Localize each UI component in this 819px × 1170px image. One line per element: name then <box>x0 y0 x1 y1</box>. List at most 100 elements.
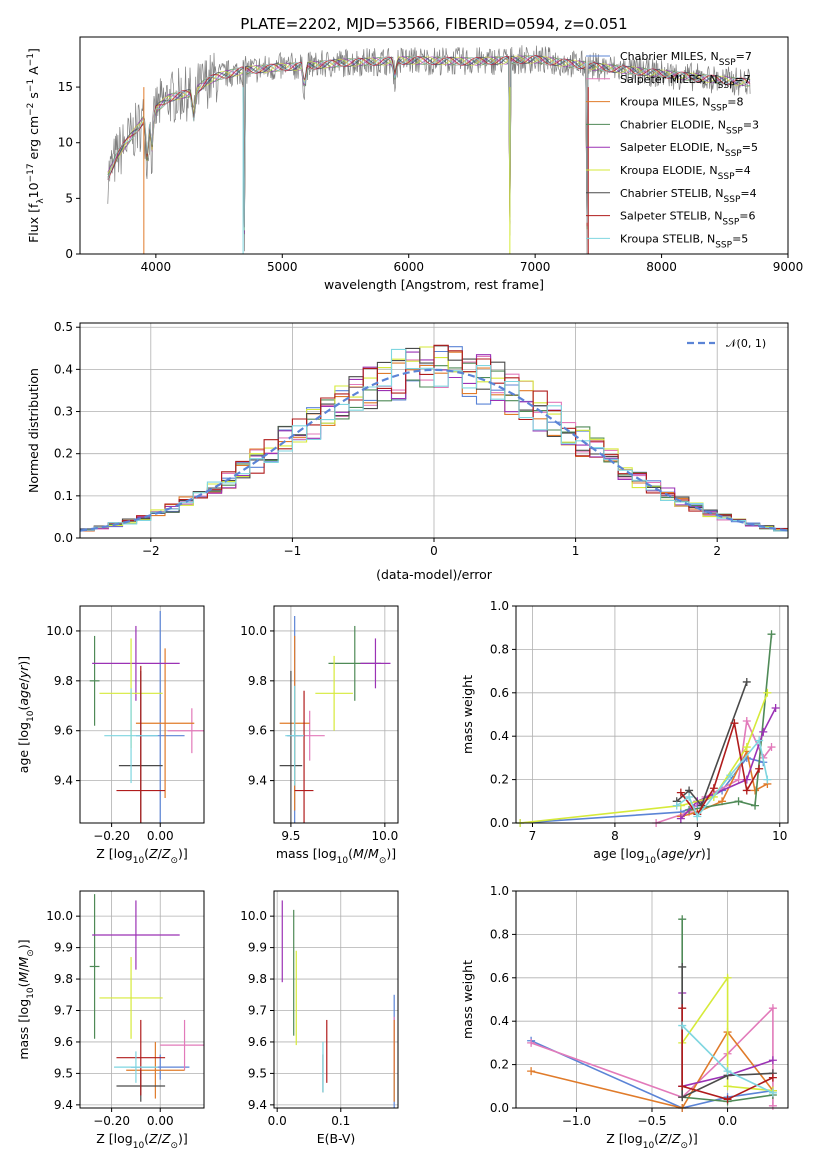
y-tick-label: 9.9 <box>54 941 73 955</box>
x-tick-label: 0.00 <box>147 1114 174 1128</box>
axes-frame <box>79 322 789 539</box>
y-tick-label: 9.9 <box>248 941 267 955</box>
y-tick-label: 10.0 <box>240 909 267 923</box>
y-tick-label: 9.6 <box>54 1035 73 1049</box>
figure-title: PLATE=2202, MJD=53566, FIBERID=0594, z=0… <box>240 15 627 33</box>
x-axis-label: mass [log10(M/M⊙)] <box>276 846 396 866</box>
weight-marker <box>767 743 776 752</box>
x-tick-label: 8000 <box>646 260 677 274</box>
weight-line <box>530 1039 774 1108</box>
axes-frame <box>79 36 789 255</box>
weight-marker <box>676 814 685 823</box>
y-tick-label: 0.4 <box>490 729 509 743</box>
weight-marker <box>527 1067 536 1076</box>
weight-marker <box>742 717 751 726</box>
x-tick-label: −2 <box>142 544 160 558</box>
weight-marker <box>685 792 694 801</box>
y-tick-label: 9.4 <box>54 774 73 788</box>
weight-marker <box>726 771 735 780</box>
y-tick-label: 0.2 <box>490 773 509 787</box>
y-axis-label: mass weight <box>460 960 475 1039</box>
legend-entry: Chabrier STELIB, NSSP=4 <box>620 187 757 205</box>
weight-line <box>676 738 769 819</box>
x-axis-label: Z [log10(Z/Z⊙)] <box>606 1131 698 1151</box>
y-tick-label: 10.0 <box>240 624 267 638</box>
x-tick-label: 9000 <box>773 260 804 274</box>
y-axis-label: mass [log10(M/M⊙)] <box>16 939 36 1059</box>
y-tick-label: 1.0 <box>490 884 509 898</box>
x-axis-label: (data-model)/error <box>376 567 493 582</box>
y-tick-label: 9.7 <box>54 1004 73 1018</box>
spectrum-model-line <box>107 55 751 234</box>
y-tick-label: 9.6 <box>248 724 267 738</box>
weight-marker <box>751 801 760 810</box>
weight-marker <box>755 736 764 745</box>
weight-marker <box>678 1093 687 1102</box>
x-tick-label: 5000 <box>267 260 298 274</box>
y-tick-label: 9.5 <box>248 1066 267 1080</box>
x-tick-label: −0.20 <box>93 1114 130 1128</box>
weight-vs-age-panel: 7 8 9 10 0.0 0.2 0.4 0.6 0.8 1.0 age [log10(age/yr… <box>460 599 789 866</box>
y-tick-label: 0 <box>65 247 73 261</box>
grid-lines <box>274 606 398 823</box>
weight-marker <box>768 1004 777 1013</box>
weight-marker <box>678 962 687 971</box>
axes-frame <box>79 890 205 1109</box>
grid-lines <box>274 891 398 1108</box>
y-tick-label: 10.0 <box>46 624 73 638</box>
weight-marker <box>763 688 772 697</box>
x-axis-label: wavelength [Angstrom, rest frame] <box>324 277 544 292</box>
y-axis-label: mass weight <box>460 675 475 754</box>
y-tick-label: 9.8 <box>54 674 73 688</box>
x-tick-label: 9.5 <box>281 829 300 843</box>
x-tick-label: 4000 <box>141 260 172 274</box>
axes-frame <box>273 890 399 1109</box>
y-tick-label: 10.0 <box>46 909 73 923</box>
weight-marker <box>678 915 687 924</box>
axes-frame <box>515 890 789 1109</box>
y-tick-label: 0.6 <box>490 686 509 700</box>
weight-marker <box>763 775 772 784</box>
age-vs-Z-panel: −0.20 0.00 9.4 9.6 9.8 10.0 Z [log10(Z/Z⊙)] age… <box>16 605 205 866</box>
weight-line <box>676 681 748 808</box>
age-vs-mass-panel: 9.5 10.0 9.4 9.6 9.8 10.0 mass [log10(M/M⊙)] <box>240 605 399 866</box>
legend-entry: Kroupa ELODIE, NSSP=4 <box>620 164 751 182</box>
weight-marker <box>709 784 718 793</box>
x-tick-label: 0.1 <box>331 1114 350 1128</box>
x-tick-label: 0.0 <box>718 1114 737 1128</box>
y-tick-label: 0.3 <box>54 405 73 419</box>
y-tick-label: 0.4 <box>490 1014 509 1028</box>
x-axis-label: age [log10(age/yr)] <box>593 846 710 866</box>
x-tick-label: −0.5 <box>637 1114 666 1128</box>
x-axis-label: Z [log10(Z/Z⊙)] <box>96 846 188 866</box>
weight-line <box>681 1008 774 1101</box>
weight-marker <box>723 1067 732 1076</box>
legend-entry: Chabrier ELODIE, NSSP=3 <box>620 118 759 136</box>
weight-marker <box>734 775 743 784</box>
weight-marker <box>768 1073 777 1082</box>
weight-marker <box>678 1004 687 1013</box>
weight-marker <box>768 1056 777 1065</box>
weight-marker <box>672 801 681 810</box>
x-tick-label: 8 <box>611 829 619 843</box>
y-tick-label: 9.6 <box>54 724 73 738</box>
weight-marker <box>742 743 751 752</box>
axes-frame <box>515 605 789 824</box>
x-tick-label: 0 <box>430 544 438 558</box>
x-tick-label: −0.20 <box>93 829 130 843</box>
y-tick-label: 5 <box>65 191 73 205</box>
x-tick-label: 1 <box>572 544 580 558</box>
weight-marker <box>730 719 739 728</box>
y-tick-label: 9.4 <box>54 1098 73 1112</box>
legend-entry: Salpeter STELIB, NSSP=6 <box>620 210 756 228</box>
x-tick-label: 10 <box>772 829 787 843</box>
x-tick-label: 6000 <box>393 260 424 274</box>
y-tick-label: 0.0 <box>54 531 73 545</box>
legend-entry: 𝒩(0, 1) <box>726 337 766 350</box>
legend-entry: Kroupa STELIB, NSSP=5 <box>620 232 748 250</box>
legend-entry: Salpeter MILES, NSSP=7 <box>620 73 751 91</box>
spectrum-data-line <box>107 45 751 254</box>
spectrum-legend: Chabrier MILES, NSSP=7 Salpeter MILES, NS… <box>586 50 759 250</box>
y-tick-label: 0.1 <box>54 489 73 503</box>
legend-entry: Salpeter ELODIE, NSSP=5 <box>620 141 758 159</box>
